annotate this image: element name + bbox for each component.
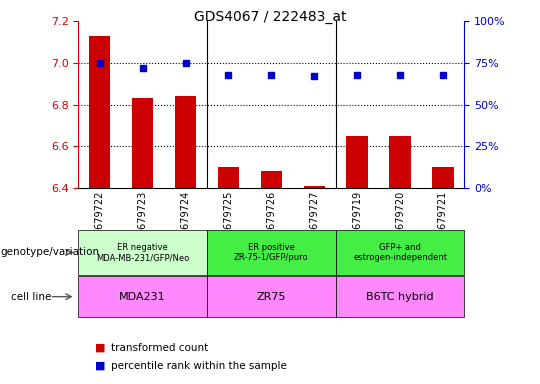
Text: ■: ■ <box>94 361 105 371</box>
Bar <box>432 167 454 188</box>
Bar <box>89 36 111 188</box>
Bar <box>303 186 325 188</box>
Text: cell line: cell line <box>11 291 51 302</box>
Text: ■: ■ <box>94 343 105 353</box>
Bar <box>261 171 282 188</box>
Text: genotype/variation: genotype/variation <box>0 247 99 258</box>
Text: ER positive
ZR-75-1/GFP/puro: ER positive ZR-75-1/GFP/puro <box>234 243 309 262</box>
Text: ER negative
MDA-MB-231/GFP/Neo: ER negative MDA-MB-231/GFP/Neo <box>96 243 190 262</box>
Text: percentile rank within the sample: percentile rank within the sample <box>111 361 287 371</box>
Bar <box>347 136 368 188</box>
Text: transformed count: transformed count <box>111 343 208 353</box>
Text: B6TC hybrid: B6TC hybrid <box>366 291 434 302</box>
Text: ZR75: ZR75 <box>256 291 286 302</box>
Text: GFP+ and
estrogen-independent: GFP+ and estrogen-independent <box>353 243 447 262</box>
Bar <box>389 136 411 188</box>
Bar <box>218 167 239 188</box>
Bar <box>175 96 196 188</box>
Bar <box>132 98 153 188</box>
Text: MDA231: MDA231 <box>119 291 166 302</box>
Text: GDS4067 / 222483_at: GDS4067 / 222483_at <box>194 10 346 23</box>
